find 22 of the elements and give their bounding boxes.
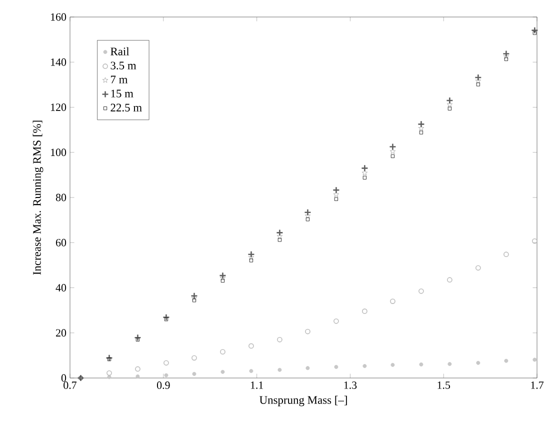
legend-label: Rail	[110, 47, 130, 56]
y-axis-title: Increase Max. Running RMS [%]	[32, 120, 44, 275]
legend-label: 3.5 m	[110, 62, 136, 70]
x-tick-label: 1.3	[344, 382, 357, 389]
legend-label: 15 m	[111, 90, 134, 98]
y-tick-label: 160	[51, 13, 66, 21]
x-axis-title: Unsprung Mass [–]	[260, 396, 347, 406]
y-tick-label: 120	[51, 104, 66, 111]
y-tick-label: 80	[56, 194, 66, 202]
x-tick-label: 0.7	[64, 382, 77, 389]
y-tick-label: 60	[56, 238, 66, 246]
y-tick-label: 40	[56, 284, 66, 292]
x-tick-label: 1.5	[438, 382, 450, 389]
x-tick-label: 1.7	[531, 382, 544, 389]
x-tick-label: 0.9	[156, 382, 170, 389]
y-tick-label: 140	[51, 58, 66, 66]
x-tick-label: 1.1	[250, 382, 263, 389]
y-tick-label: 20	[56, 329, 66, 337]
y-tick-label: 100	[51, 148, 66, 156]
y-tick-label: 0	[61, 374, 66, 382]
legend-label: 7 m	[110, 76, 128, 84]
legend-label: 22.5 m	[110, 104, 142, 112]
